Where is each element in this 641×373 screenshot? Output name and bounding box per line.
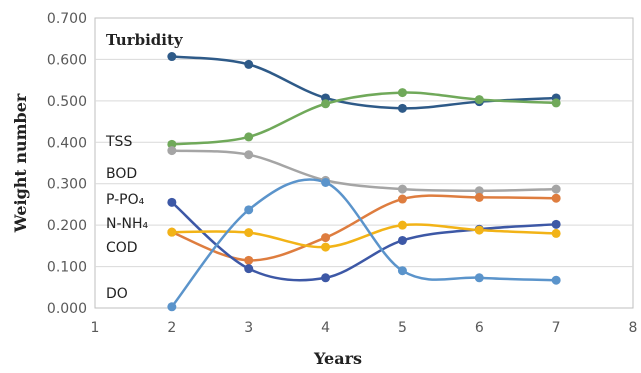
data-point-n-nh xyxy=(321,273,331,283)
data-point-turbidity xyxy=(167,52,177,62)
x-tick-label: 1 xyxy=(91,320,100,336)
data-point-bod xyxy=(244,150,254,160)
data-point-cod xyxy=(551,228,561,238)
gridlines xyxy=(95,58,633,268)
data-point-cod xyxy=(244,228,254,238)
plot-border xyxy=(94,17,634,309)
data-point-do xyxy=(244,205,254,215)
x-tick-label: 2 xyxy=(167,320,176,336)
data-point-tss xyxy=(321,99,331,109)
series-points xyxy=(167,52,561,312)
y-tick-label: 0.400 xyxy=(47,135,87,151)
series-label-bod: BOD xyxy=(106,166,137,182)
x-axis-title: Years xyxy=(313,349,362,368)
y-tick-label: 0.500 xyxy=(47,94,87,110)
data-point-do xyxy=(167,302,177,312)
data-point-tss xyxy=(474,95,484,105)
data-point-turbidity xyxy=(244,59,254,69)
y-tick-label: 0.100 xyxy=(47,260,87,276)
data-point-p-po xyxy=(244,255,254,265)
x-tick-label: 8 xyxy=(629,320,638,336)
series-line-bod xyxy=(171,149,557,193)
series-line-cod xyxy=(171,223,557,249)
series-lines xyxy=(170,55,557,308)
data-point-cod xyxy=(167,227,177,237)
data-point-cod xyxy=(397,220,407,230)
y-tick-label: 0.000 xyxy=(47,301,87,317)
series-label-p-po4: P-PO₄ xyxy=(106,192,145,208)
x-tick-label: 7 xyxy=(552,320,561,336)
data-point-bod xyxy=(474,186,484,196)
y-tick-labels: 0.000 0.100 0.200 0.300 0.400 0.500 0.600 0.700 xyxy=(47,11,87,317)
x-tick-label: 5 xyxy=(398,320,407,336)
data-point-bod xyxy=(167,146,177,156)
series-line-turbidity xyxy=(171,55,557,110)
series-label-do: DO xyxy=(106,286,128,302)
y-tick-label: 0.200 xyxy=(47,218,87,234)
data-point-p-po xyxy=(321,233,331,243)
data-point-p-po xyxy=(474,192,484,202)
data-point-bod xyxy=(551,184,561,194)
data-point-p-po xyxy=(551,193,561,203)
data-point-cod xyxy=(321,242,331,252)
data-point-do xyxy=(397,266,407,276)
data-point-tss xyxy=(244,132,254,142)
series-line-n-nh xyxy=(171,201,557,282)
data-point-cod xyxy=(474,225,484,235)
data-point-bod xyxy=(397,184,407,194)
y-axis-title: Weight number xyxy=(11,93,30,233)
data-point-n-nh xyxy=(397,235,407,245)
series-label-cod: COD xyxy=(106,240,138,256)
data-point-n-nh xyxy=(551,219,561,229)
data-point-do xyxy=(321,177,331,187)
data-point-do xyxy=(474,273,484,283)
y-tick-label: 0.600 xyxy=(47,52,87,68)
series-label-turbidity: Turbidity xyxy=(106,31,184,49)
data-point-n-nh xyxy=(244,264,254,274)
data-point-turbidity xyxy=(397,103,407,113)
data-point-do xyxy=(551,275,561,285)
x-tick-label: 4 xyxy=(321,320,330,336)
data-point-n-nh xyxy=(167,197,177,207)
series-label-n-nh4: N-NH₄ xyxy=(106,216,149,232)
y-tick-label: 0.300 xyxy=(47,177,87,193)
data-point-p-po xyxy=(397,194,407,204)
series-label-tss: TSS xyxy=(105,134,132,150)
x-tick-label: 6 xyxy=(475,320,484,336)
y-tick-label: 0.700 xyxy=(47,11,87,27)
data-point-tss xyxy=(551,98,561,108)
x-tick-labels: 1 2 3 4 5 6 7 8 xyxy=(91,320,638,336)
data-point-tss xyxy=(167,139,177,149)
data-point-tss xyxy=(397,88,407,98)
x-tick-label: 3 xyxy=(244,320,253,336)
series-line-tss xyxy=(171,91,557,146)
